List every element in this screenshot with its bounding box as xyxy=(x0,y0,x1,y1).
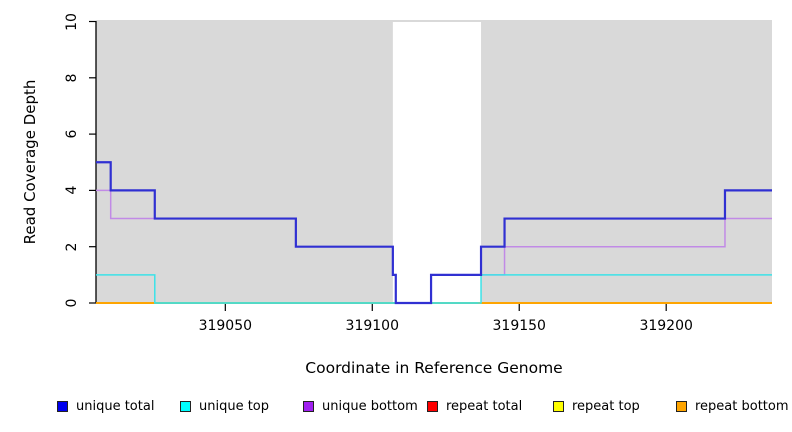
y-tick-label-8: 8 xyxy=(64,73,80,83)
coverage-plot-canvas xyxy=(89,20,772,311)
repeat-bottom-swatch-icon xyxy=(676,401,687,412)
unique-total-swatch-icon xyxy=(57,401,68,412)
legend-item-unique-total: unique total xyxy=(57,399,154,414)
legend-label: unique total xyxy=(76,399,155,414)
x-tick-label-319050: 319050 xyxy=(198,318,253,334)
y-tick-label-2: 2 xyxy=(64,242,80,252)
y-tick-label-10: 10 xyxy=(64,12,80,31)
legend-item-repeat-total: repeat total xyxy=(427,399,522,414)
unique-top-swatch-icon xyxy=(180,401,191,412)
legend-label: repeat top xyxy=(572,399,640,414)
legend-item-repeat-top: repeat top xyxy=(553,399,640,414)
x-tick-label-319100: 319100 xyxy=(345,318,399,334)
y-tick-label-6: 6 xyxy=(64,129,80,139)
unique-bottom-swatch-icon xyxy=(303,401,314,412)
legend-label: unique bottom xyxy=(322,399,418,414)
legend-label: repeat bottom xyxy=(695,399,789,414)
y-tick-label-4: 4 xyxy=(64,185,80,195)
x-axis-title: Coordinate in Reference Genome xyxy=(305,359,563,377)
repeat-total-swatch-icon xyxy=(427,401,438,412)
masked-region xyxy=(392,22,482,303)
repeat-top-swatch-icon xyxy=(553,401,564,412)
series-line-unique-total xyxy=(96,161,772,305)
y-axis-title: Read Coverage Depth xyxy=(21,79,39,245)
legend-item-unique-bottom: unique bottom xyxy=(303,399,418,414)
y-tick-label-0: 0 xyxy=(64,298,80,308)
legend-item-repeat-bottom: repeat bottom xyxy=(676,399,789,414)
legend-label: repeat total xyxy=(446,399,523,414)
legend-label: unique top xyxy=(199,399,270,414)
series-line-unique-top xyxy=(96,274,772,304)
x-tick-label-319150: 319150 xyxy=(492,318,546,334)
x-tick-label-319200: 319200 xyxy=(639,318,693,334)
legend-item-unique-top: unique top xyxy=(180,399,269,414)
